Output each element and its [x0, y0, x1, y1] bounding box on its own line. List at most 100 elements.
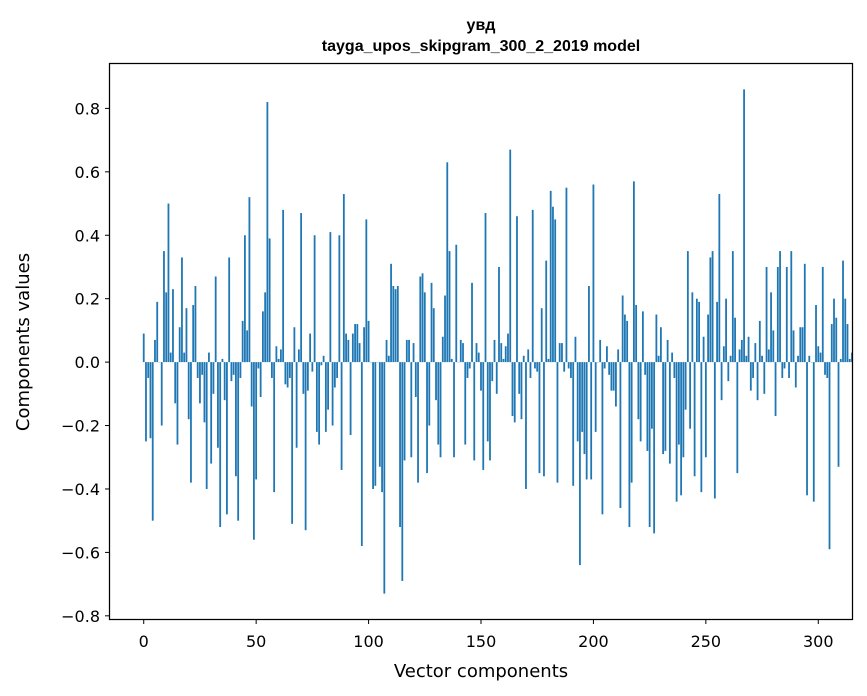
bar [439, 362, 442, 458]
bar [327, 362, 329, 410]
bar [320, 362, 323, 366]
y-tick-label: 0.4 [75, 226, 100, 245]
bar [684, 362, 687, 410]
bar [259, 362, 262, 397]
bar [783, 362, 786, 369]
bar [828, 362, 831, 550]
bar [480, 362, 482, 391]
bar [147, 362, 150, 378]
bar [201, 362, 204, 375]
bar [765, 266, 768, 363]
y-tick-label: −0.8 [61, 607, 100, 626]
bar [637, 362, 640, 420]
x-tick-label: 200 [578, 632, 609, 651]
bar [536, 362, 539, 372]
bar [459, 339, 462, 363]
bar [288, 362, 291, 378]
bar [322, 355, 325, 363]
bar [338, 235, 341, 363]
y-tick-label: 0.6 [75, 163, 100, 182]
bar [641, 311, 644, 363]
bar [262, 311, 264, 363]
bar [187, 362, 190, 420]
bar [181, 257, 183, 363]
bar [291, 362, 294, 524]
bar [248, 197, 251, 363]
bar [250, 362, 253, 407]
y-tick-label: 0.0 [75, 353, 100, 372]
bar [801, 327, 804, 363]
bar [790, 251, 793, 363]
bar [736, 362, 739, 474]
bar [345, 333, 347, 363]
bar [279, 349, 282, 363]
bar [149, 362, 152, 439]
bar [574, 336, 577, 363]
bar [767, 349, 770, 363]
bar [664, 362, 667, 451]
bar [403, 362, 406, 461]
bar [770, 292, 772, 363]
bar [385, 339, 388, 363]
bar [846, 324, 849, 363]
bar [230, 362, 233, 382]
bar [347, 339, 350, 363]
bar [405, 339, 408, 363]
bar [650, 362, 653, 429]
bar [615, 362, 617, 407]
bar [378, 362, 381, 467]
bar [246, 330, 249, 363]
bar [237, 362, 240, 521]
bar [484, 213, 487, 363]
y-tick-label: −0.2 [61, 417, 100, 436]
bar [603, 362, 606, 369]
bar [333, 362, 336, 388]
bar [635, 305, 638, 363]
bars-group [142, 89, 853, 594]
bar [381, 362, 383, 493]
bar [329, 232, 332, 363]
bar [781, 362, 784, 378]
bar [518, 362, 521, 394]
bar [583, 362, 586, 455]
bar [441, 336, 444, 363]
bar [423, 292, 426, 363]
bar [608, 362, 611, 375]
bar [253, 362, 255, 540]
bar [552, 206, 554, 363]
bar [365, 219, 368, 363]
bar [446, 162, 449, 363]
bar [547, 358, 550, 363]
bar [169, 352, 172, 363]
bar [570, 362, 572, 378]
bar [711, 251, 714, 363]
bar [646, 362, 649, 451]
bar [525, 362, 527, 489]
y-axis-ticks: −0.8 −0.6 −0.4 −0.2 0.0 0.2 0.4 0.6 0.8 [61, 99, 110, 626]
bar [432, 308, 435, 363]
bar [534, 362, 536, 369]
bar [473, 362, 476, 461]
bar [214, 276, 217, 363]
bar [475, 343, 478, 363]
bar [668, 362, 671, 464]
bar [282, 209, 285, 363]
bar [819, 352, 822, 363]
bar [448, 251, 451, 363]
bar [396, 286, 399, 363]
bar [210, 362, 213, 464]
bar [738, 349, 741, 363]
x-tick-label: 50 [246, 632, 266, 651]
bar [540, 308, 543, 363]
bar [360, 362, 363, 547]
bar [666, 339, 669, 363]
bar [803, 263, 806, 363]
bar [453, 362, 455, 458]
bar [466, 362, 469, 378]
bar [205, 362, 208, 489]
bar [824, 362, 826, 375]
bar [633, 181, 635, 363]
y-tick-label: −0.6 [61, 543, 100, 562]
bar [471, 282, 473, 363]
bar [244, 235, 246, 363]
